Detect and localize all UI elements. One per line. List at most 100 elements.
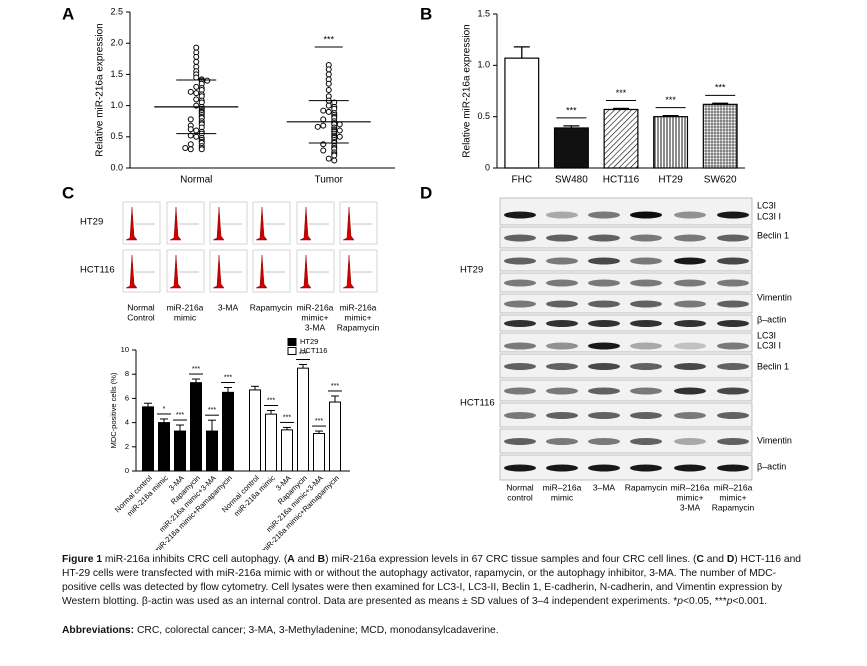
data-point (182, 145, 189, 152)
blot-band (717, 387, 749, 395)
column-label: 3-MA (305, 322, 326, 332)
blot-band (546, 257, 578, 265)
protein-label: Vimentin (757, 292, 792, 302)
blot-band (504, 320, 536, 327)
cell-line-label: HT29 (460, 265, 483, 276)
blot-strip (499, 353, 753, 379)
y-axis-label: Relative miR-216a expression (462, 24, 473, 157)
data-point (336, 121, 343, 128)
y-axis-label: Relative miR-216a expression (95, 23, 106, 156)
blot-band (504, 464, 536, 472)
bar (553, 127, 589, 169)
abbreviations-text: CRC, colorectal cancer; 3-MA, 3-Methylad… (134, 625, 499, 636)
blot-strip (499, 249, 753, 272)
column-label: mimic+ (301, 312, 328, 322)
protein-label: LC3I I (757, 211, 781, 221)
blot-band (546, 412, 578, 419)
x-tick-label: FHC (512, 175, 533, 186)
blot-band (674, 234, 706, 242)
blot-band (717, 464, 749, 472)
blot-band (630, 320, 662, 327)
protein-label: Vimentin (757, 435, 792, 445)
significance: *** (665, 95, 676, 105)
flow-histogram (299, 206, 312, 241)
panel-letter: A (62, 4, 74, 23)
caption-text: D (726, 554, 735, 565)
column-label: mimic (174, 312, 197, 322)
column-label: miR–216a (714, 482, 753, 492)
protein-label: LC3I (757, 330, 776, 340)
blot-band (630, 279, 662, 287)
y-tick-label: 2 (125, 442, 129, 451)
column-label: 3-MA (680, 502, 701, 512)
data-point (193, 96, 200, 103)
column-label: miR-216a (297, 302, 334, 312)
column-label: miR–216a (543, 482, 582, 492)
flow-histogram (125, 254, 138, 289)
column-label: Normal (506, 482, 534, 492)
data-point (320, 116, 327, 123)
data-point (320, 147, 327, 154)
blot-band (717, 363, 749, 370)
blot-strip (499, 454, 753, 481)
panel-letter: D (420, 183, 432, 202)
legend-swatch (287, 347, 297, 355)
blot-band (504, 234, 536, 242)
data-point (336, 133, 343, 140)
caption-text: <0.001. (732, 596, 768, 607)
blot-band (674, 464, 706, 472)
significance: *** (616, 88, 627, 98)
protein-label: LC3I (757, 200, 776, 210)
blot-band (717, 211, 749, 219)
blot-band (630, 300, 662, 308)
data-point (187, 126, 194, 133)
data-point (325, 80, 332, 87)
x-tick-label: HCT116 (603, 175, 640, 186)
flow-frame (296, 249, 335, 293)
blot-band (504, 257, 536, 265)
blot-band (717, 279, 749, 287)
blot-band (674, 342, 706, 350)
y-tick-label: 1.0 (110, 100, 123, 110)
blot-band (674, 412, 706, 419)
blot-band (588, 300, 620, 308)
bar (702, 103, 738, 169)
column-label: mimic+ (344, 312, 371, 322)
blot-band (504, 412, 536, 419)
blot-band (588, 363, 620, 370)
bar (653, 116, 689, 169)
flow-histogram (212, 254, 225, 289)
blot-band (588, 464, 620, 472)
column-label: Rapamycin (625, 482, 668, 492)
data-point (193, 90, 200, 97)
blot-band (588, 387, 620, 395)
blot-strip (499, 428, 753, 454)
caption-text: B (317, 554, 326, 565)
significance: *** (715, 83, 726, 93)
caption-text: miR-216a inhibits CRC cell autophagy. ( (102, 554, 288, 565)
data-point (320, 122, 327, 129)
y-tick-label: 6 (125, 393, 129, 402)
caption-text: ) HCT-116 and HT-29 cells were transfect… (62, 554, 802, 607)
blot-band (546, 438, 578, 445)
significance: *** (176, 412, 184, 419)
blot-band (588, 342, 620, 350)
blot-strip (499, 402, 753, 428)
blot-band (546, 387, 578, 395)
flow-frame (252, 249, 291, 293)
flow-frame (122, 201, 161, 245)
column-label: 3–MA (593, 482, 616, 492)
blot-band (630, 211, 662, 219)
row-label: HT29 (80, 217, 103, 228)
x-tick-label: HT29 (658, 175, 683, 186)
blot-band (504, 363, 536, 370)
data-point (193, 58, 200, 65)
flow-histogram (169, 254, 182, 289)
y-tick-label: 1.5 (110, 69, 123, 79)
blot-band (546, 320, 578, 327)
data-point (325, 87, 332, 93)
column-label: Control (127, 312, 155, 322)
flow-histogram (212, 206, 225, 241)
blot-strip (499, 197, 753, 226)
